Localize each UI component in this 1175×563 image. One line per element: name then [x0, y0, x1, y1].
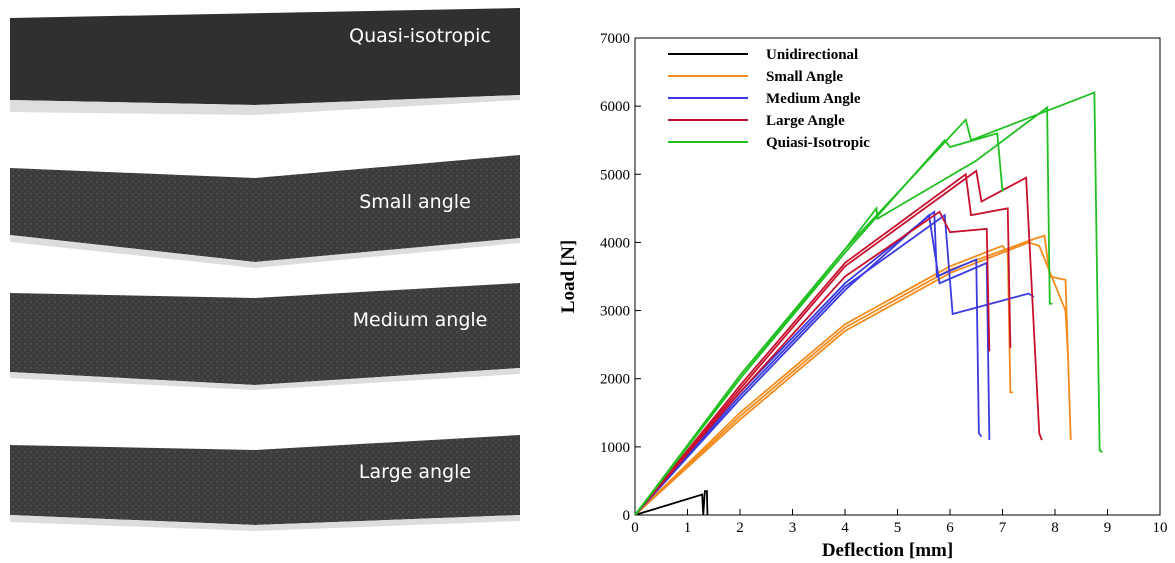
specimen-edge: [10, 235, 520, 268]
y-tick-label: 2000: [600, 372, 630, 388]
series-line: [634, 213, 991, 516]
y-tick-label: 4000: [600, 235, 630, 251]
x-tick-label: 1: [684, 520, 692, 536]
series-line: [634, 210, 991, 516]
series-line: [634, 172, 1012, 516]
y-axis-label: Load [N]: [558, 240, 579, 313]
x-tick-label: 9: [1104, 520, 1112, 536]
series-line: [634, 132, 1005, 516]
specimen-edge: [10, 515, 520, 531]
series-line: [634, 234, 1072, 516]
x-axis-label: Deflection [mm]: [822, 540, 953, 561]
photo-label: Small angle: [359, 191, 471, 213]
x-tick-label: 3: [789, 520, 797, 536]
series-line: [634, 169, 1043, 516]
y-tick-label: 3000: [600, 304, 630, 320]
legend-label: Large Angle: [766, 113, 845, 129]
specimen-edge: [10, 95, 520, 115]
series-line: [634, 91, 1103, 516]
photo-label: Quasi-isotropic: [349, 25, 491, 47]
x-tick-label: 8: [1051, 520, 1059, 536]
photo-label: Large angle: [359, 461, 471, 483]
y-tick-label: 6000: [600, 99, 630, 115]
x-tick-label: 7: [999, 520, 1007, 536]
y-tick-label: 5000: [600, 167, 630, 183]
x-tick-label: 2: [736, 520, 744, 536]
specimen-photo: [10, 155, 520, 262]
specimen-edge: [10, 368, 520, 390]
legend-label: Quiasi-Isotropic: [766, 135, 870, 151]
x-tick-label: 5: [894, 520, 902, 536]
series-line: [634, 241, 1070, 516]
legend-label: Unidirectional: [766, 47, 858, 63]
legend-label: Small Angle: [766, 69, 843, 85]
series-line: [634, 213, 1035, 516]
y-tick-label: 1000: [600, 440, 630, 456]
y-tick-label: 0: [623, 508, 631, 524]
legend-label: Medium Angle: [766, 91, 861, 107]
specimen-photo: [10, 8, 520, 105]
series-line: [634, 490, 709, 516]
x-tick-label: 10: [1153, 520, 1168, 536]
specimen-photo: [10, 283, 520, 385]
series-line: [634, 209, 983, 516]
x-tick-label: 6: [946, 520, 954, 536]
y-tick-label: 7000: [600, 31, 630, 47]
series-line: [634, 244, 1013, 516]
x-tick-label: 0: [631, 520, 639, 536]
specimen-photo: [10, 435, 520, 525]
photo-label: Medium angle: [353, 309, 488, 331]
x-tick-label: 4: [841, 520, 849, 536]
photos: Quasi-isotropic Small angle Medium angle…: [10, 8, 520, 531]
